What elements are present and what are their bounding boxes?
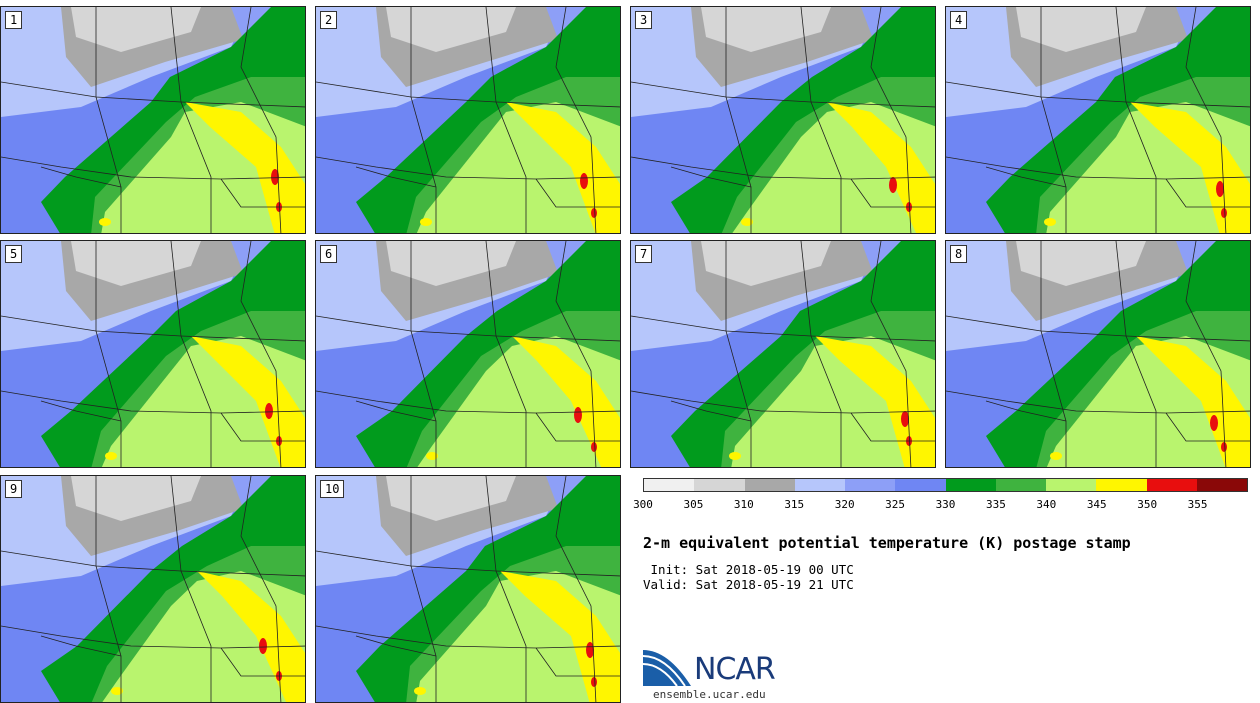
figure-title: 2-m equivalent potential temperature (K)… [643, 534, 1131, 552]
panel-member-label: 8 [950, 245, 968, 263]
colorbar-segment [1146, 479, 1197, 491]
theta-e-map [316, 476, 620, 702]
colorbar-tick-label: 330 [935, 498, 956, 511]
theta-e-map [946, 7, 1250, 233]
panel-member-label: 9 [5, 480, 23, 498]
theta-e-map [1, 476, 305, 702]
colorbar-tick-label: 340 [1036, 498, 1057, 511]
init-time: Init: Sat 2018-05-19 00 UTC [643, 562, 854, 577]
colorbar-segment [1196, 479, 1247, 491]
ensemble-member-panel: 3 [630, 6, 936, 234]
colorbar-tick-label: 305 [683, 498, 704, 511]
panel-member-label: 6 [320, 245, 338, 263]
colorbar-segment [694, 479, 745, 491]
ensemble-member-panel: 5 [0, 240, 306, 468]
panel-member-label: 3 [635, 11, 653, 29]
colorbar-segment [644, 479, 695, 491]
ensemble-member-panel: 10 [315, 475, 621, 703]
colorbar-tick-label: 355 [1187, 498, 1208, 511]
colorbar-tick-label: 300 [633, 498, 653, 511]
colorbar-tick-label: 325 [885, 498, 906, 511]
colorbar-segment [845, 479, 896, 491]
ensemble-member-panel: 7 [630, 240, 936, 468]
ensemble-member-panel: 6 [315, 240, 621, 468]
logo-url: ensemble.ucar.edu [653, 688, 766, 701]
panel-member-label: 5 [5, 245, 23, 263]
colorbar-tick-label: 350 [1137, 498, 1158, 511]
theta-e-map [316, 241, 620, 467]
theta-e-map [946, 241, 1250, 467]
colorbar-tick-label: 315 [784, 498, 805, 511]
colorbar-segment [945, 479, 996, 491]
ensemble-member-panel: 9 [0, 475, 306, 703]
colorbar-segment [1046, 479, 1097, 491]
colorbar-segment [995, 479, 1046, 491]
ensemble-member-panel: 1 [0, 6, 306, 234]
colorbar-ticks: 300 305 310 315 320 325 330 335 340 345 350 355 [633, 498, 1248, 514]
colorbar-segment [895, 479, 946, 491]
panel-member-label: 2 [320, 11, 338, 29]
theta-e-map [631, 241, 935, 467]
panel-member-label: 4 [950, 11, 968, 29]
colorbar-segment [794, 479, 845, 491]
theta-e-map [1, 241, 305, 467]
colorbar-tick-label: 335 [985, 498, 1006, 511]
ncar-logo [643, 646, 693, 687]
colorbar-tick-label: 320 [834, 498, 855, 511]
ensemble-member-panel: 8 [945, 240, 1251, 468]
colorbar-segment [1096, 479, 1147, 491]
panel-member-label: 1 [5, 11, 23, 29]
valid-time: Valid: Sat 2018-05-19 21 UTC [643, 577, 854, 592]
theta-e-map [316, 7, 620, 233]
colorbar-tick-label: 310 [733, 498, 754, 511]
panel-member-label: 7 [635, 245, 653, 263]
theta-e-map [1, 7, 305, 233]
colorbar [643, 478, 1248, 492]
ensemble-member-panel: 4 [945, 6, 1251, 234]
ensemble-member-panel: 2 [315, 6, 621, 234]
colorbar-tick-label: 345 [1086, 498, 1107, 511]
colorbar-segment [744, 479, 795, 491]
theta-e-map [631, 7, 935, 233]
panel-member-label: 10 [320, 480, 345, 498]
logo-text: NCAR [694, 652, 776, 687]
